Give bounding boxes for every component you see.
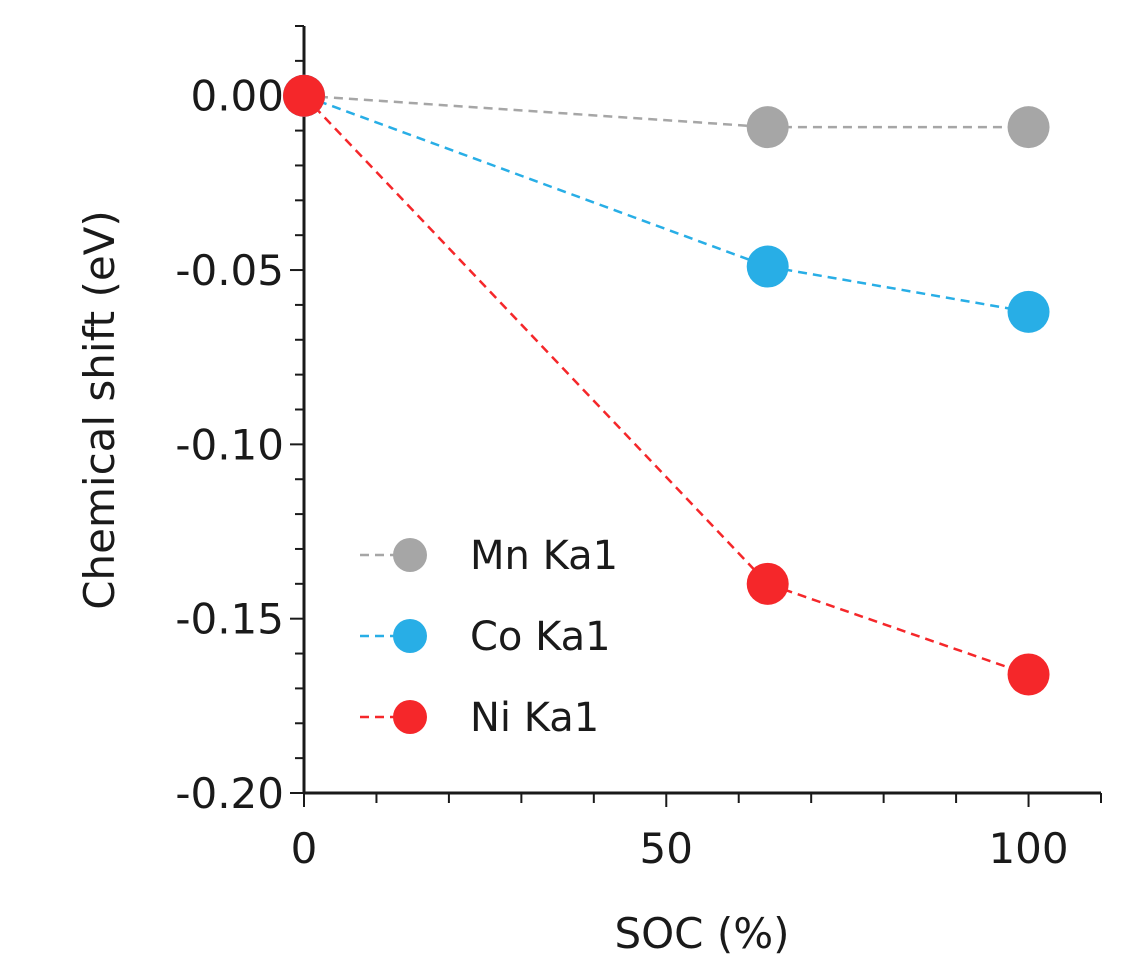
y-tick-label: -0.05 [175, 246, 284, 295]
y-axis-title: Chemical shift (eV) [75, 210, 124, 610]
x-tick-label: 0 [291, 824, 318, 873]
x-tick-label: 50 [640, 824, 693, 873]
plot-series [283, 74, 1050, 696]
mn-ka1-data-point [1007, 106, 1050, 149]
axes: 0.00 -0.05 -0.10 -0.15 -0.200 50 100 [175, 25, 1102, 873]
ni-ka1-data-point [1007, 653, 1050, 696]
mn-ka1-series-line [303, 94, 1029, 129]
x-tick-label: 100 [988, 824, 1068, 873]
ni-ka1-data-point [746, 562, 789, 605]
co-ka1-data-point [746, 245, 789, 288]
ni-ka1-data-point [283, 74, 325, 117]
co-ka1-data-point [1007, 290, 1050, 333]
mn-ka1-data-point [746, 106, 789, 149]
legend-ni-ka1-label: Ni Ka1 [470, 695, 599, 741]
y-tick-label: -0.15 [175, 595, 284, 644]
legend-mn-ka1-label: Mn Ka1 [470, 533, 618, 579]
y-tick-label: 0.00 [190, 72, 284, 121]
legend-co-ka1-marker [393, 619, 427, 653]
legend-co-ka1-label: Co Ka1 [470, 614, 611, 660]
y-tick-label: -0.10 [175, 420, 284, 469]
legend-mn-ka1-marker [393, 538, 427, 572]
ni-ka1-series-line [303, 94, 1029, 676]
y-tick-label: -0.20 [175, 769, 284, 818]
legend: Mn Ka1 Co Ka1 Ni Ka1 [360, 533, 618, 741]
x-axis-title: SOC (%) [614, 909, 789, 958]
legend-ni-ka1-marker [393, 700, 427, 734]
